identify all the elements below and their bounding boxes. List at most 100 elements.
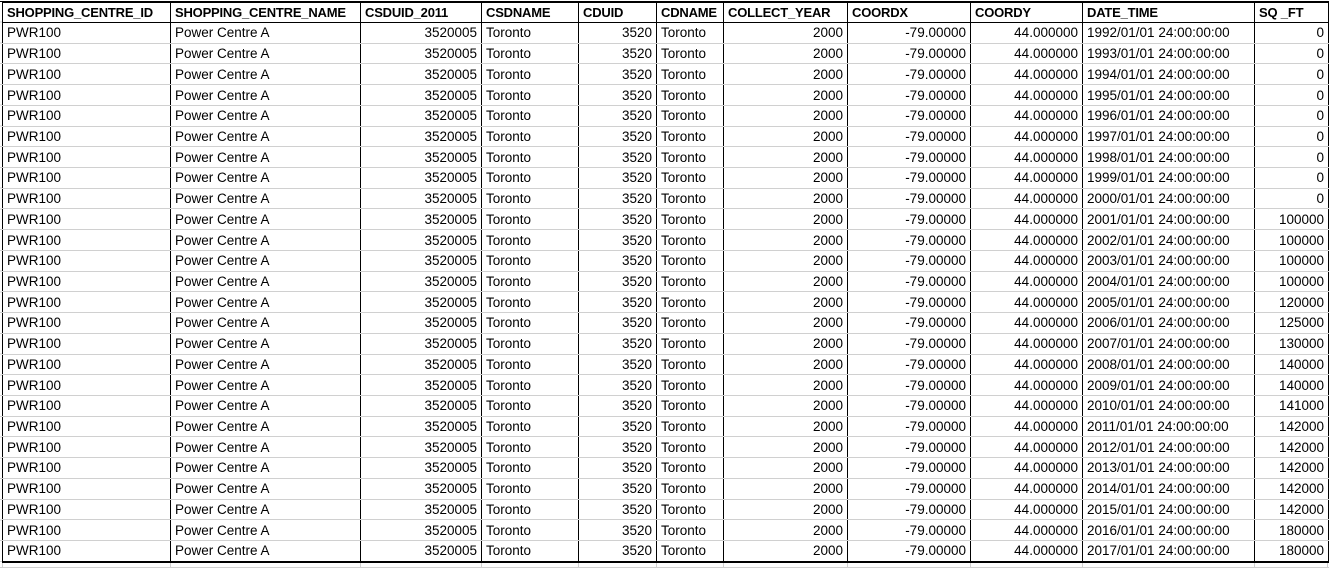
cell-cdname[interactable]: Toronto: [656, 146, 724, 169]
cell-shopping-centre-id[interactable]: PWR100: [2, 415, 171, 438]
cell-shopping-centre-id[interactable]: PWR100: [2, 498, 171, 521]
cell-collect-year[interactable]: 2000: [723, 353, 848, 376]
cell-coordx[interactable]: -79.00000: [847, 539, 971, 563]
cell-shopping-centre-name[interactable]: Power Centre A: [170, 457, 361, 479]
cell-coordy[interactable]: 44.000000: [970, 270, 1083, 293]
cell-shopping-centre-name[interactable]: Power Centre A: [170, 332, 361, 355]
cell-cdname[interactable]: Toronto: [656, 457, 724, 479]
cell-shopping-centre-id[interactable]: PWR100: [2, 125, 171, 148]
cell-shopping-centre-name[interactable]: Power Centre A: [170, 519, 361, 541]
cell-csduid-2011[interactable]: 3520005: [360, 42, 482, 65]
cell-date-time[interactable]: 2004/01/01 24:00:00:00: [1082, 270, 1255, 293]
cell-cduid[interactable]: 3520: [578, 42, 657, 65]
cell-collect-year[interactable]: 2000: [723, 187, 848, 210]
cell-coordy[interactable]: 44.000000: [970, 477, 1083, 500]
cell-coordx[interactable]: -79.00000: [847, 208, 971, 231]
cell-cdname[interactable]: Toronto: [656, 332, 724, 355]
cell-csduid-2011[interactable]: 3520005: [360, 415, 482, 438]
column-header-cduid[interactable]: CDUID: [578, 2, 657, 23]
cell-shopping-centre-name[interactable]: Power Centre A: [170, 125, 361, 148]
cell-cdname[interactable]: Toronto: [656, 187, 724, 210]
cell-csdname[interactable]: Toronto: [481, 312, 579, 334]
cell-csduid-2011[interactable]: 3520005: [360, 332, 482, 355]
cell-csduid-2011[interactable]: 3520005: [360, 146, 482, 169]
cell-coordy[interactable]: 44.000000: [970, 519, 1083, 541]
cell-cduid[interactable]: 3520: [578, 332, 657, 355]
cell-csdname[interactable]: Toronto: [481, 187, 579, 210]
cell-coordx[interactable]: -79.00000: [847, 42, 971, 65]
cell-shopping-centre-id[interactable]: PWR100: [2, 436, 171, 459]
cell-date-time[interactable]: 1997/01/01 24:00:00:00: [1082, 125, 1255, 148]
cell-date-time[interactable]: 1992/01/01 24:00:00:00: [1082, 22, 1255, 44]
cell-cdname[interactable]: Toronto: [656, 229, 724, 251]
cell-sq-ft[interactable]: 0: [1254, 104, 1329, 127]
cell-coordx[interactable]: -79.00000: [847, 146, 971, 169]
cell-csdname[interactable]: Toronto: [481, 167, 579, 189]
cell-coordy[interactable]: 44.000000: [970, 539, 1083, 563]
cell-shopping-centre-name[interactable]: Power Centre A: [170, 63, 361, 86]
cell-sq-ft[interactable]: 142000: [1254, 436, 1329, 459]
cell-cduid[interactable]: 3520: [578, 477, 657, 500]
cell-coordx[interactable]: -79.00000: [847, 125, 971, 148]
cell-shopping-centre-name[interactable]: Power Centre A: [170, 270, 361, 293]
cell-cduid[interactable]: 3520: [578, 249, 657, 272]
cell-cdname[interactable]: Toronto: [656, 208, 724, 231]
cell-shopping-centre-id[interactable]: PWR100: [2, 22, 171, 44]
cell-csdname[interactable]: Toronto: [481, 125, 579, 148]
cell-sq-ft[interactable]: 142000: [1254, 477, 1329, 500]
cell-cdname[interactable]: Toronto: [656, 353, 724, 376]
cell-coordy[interactable]: 44.000000: [970, 187, 1083, 210]
cell-csduid-2011[interactable]: 3520005: [360, 22, 482, 44]
cell-csdname[interactable]: Toronto: [481, 84, 579, 106]
cell-csdname[interactable]: Toronto: [481, 519, 579, 541]
cell-shopping-centre-id[interactable]: PWR100: [2, 270, 171, 293]
cell-cduid[interactable]: 3520: [578, 436, 657, 459]
cell-shopping-centre-name[interactable]: Power Centre A: [170, 229, 361, 251]
cell-shopping-centre-name[interactable]: Power Centre A: [170, 353, 361, 376]
cell-coordx[interactable]: -79.00000: [847, 63, 971, 86]
cell-csdname[interactable]: Toronto: [481, 229, 579, 251]
cell-shopping-centre-id[interactable]: PWR100: [2, 229, 171, 251]
cell-sq-ft[interactable]: 0: [1254, 22, 1329, 44]
cell-collect-year[interactable]: 2000: [723, 249, 848, 272]
cell-coordx[interactable]: -79.00000: [847, 229, 971, 251]
cell-csduid-2011[interactable]: 3520005: [360, 291, 482, 314]
cell-csdname[interactable]: Toronto: [481, 353, 579, 376]
cell-cdname[interactable]: Toronto: [656, 436, 724, 459]
cell-csdname[interactable]: Toronto: [481, 374, 579, 396]
cell-sq-ft[interactable]: 0: [1254, 125, 1329, 148]
cell-shopping-centre-name[interactable]: Power Centre A: [170, 498, 361, 521]
cell-sq-ft[interactable]: 100000: [1254, 270, 1329, 293]
cell-collect-year[interactable]: 2000: [723, 477, 848, 500]
cell-sq-ft[interactable]: 142000: [1254, 498, 1329, 521]
cell-coordy[interactable]: 44.000000: [970, 42, 1083, 65]
cell-coordy[interactable]: 44.000000: [970, 104, 1083, 127]
cell-sq-ft[interactable]: 100000: [1254, 229, 1329, 251]
cell-coordx[interactable]: -79.00000: [847, 22, 971, 44]
cell-coordx[interactable]: -79.00000: [847, 457, 971, 479]
cell-date-time[interactable]: 2000/01/01 24:00:00:00: [1082, 187, 1255, 210]
cell-cduid[interactable]: 3520: [578, 125, 657, 148]
cell-collect-year[interactable]: 2000: [723, 22, 848, 44]
cell-csduid-2011[interactable]: 3520005: [360, 167, 482, 189]
column-header-collect-year[interactable]: COLLECT_YEAR: [723, 2, 848, 23]
cell-csduid-2011[interactable]: 3520005: [360, 270, 482, 293]
cell-coordx[interactable]: -79.00000: [847, 187, 971, 210]
cell-shopping-centre-id[interactable]: PWR100: [2, 353, 171, 376]
cell-csdname[interactable]: Toronto: [481, 291, 579, 314]
cell-csduid-2011[interactable]: 3520005: [360, 229, 482, 251]
cell-collect-year[interactable]: 2000: [723, 291, 848, 314]
cell-collect-year[interactable]: 2000: [723, 208, 848, 231]
cell-csdname[interactable]: Toronto: [481, 249, 579, 272]
cell-collect-year[interactable]: 2000: [723, 332, 848, 355]
cell-sq-ft[interactable]: 0: [1254, 42, 1329, 65]
cell-date-time[interactable]: 2010/01/01 24:00:00:00: [1082, 394, 1255, 417]
cell-collect-year[interactable]: 2000: [723, 104, 848, 127]
cell-csduid-2011[interactable]: 3520005: [360, 63, 482, 86]
cell-coordy[interactable]: 44.000000: [970, 374, 1083, 396]
cell-collect-year[interactable]: 2000: [723, 146, 848, 169]
cell-cduid[interactable]: 3520: [578, 187, 657, 210]
cell-shopping-centre-id[interactable]: PWR100: [2, 167, 171, 189]
cell-shopping-centre-id[interactable]: PWR100: [2, 42, 171, 65]
cell-shopping-centre-id[interactable]: PWR100: [2, 477, 171, 500]
